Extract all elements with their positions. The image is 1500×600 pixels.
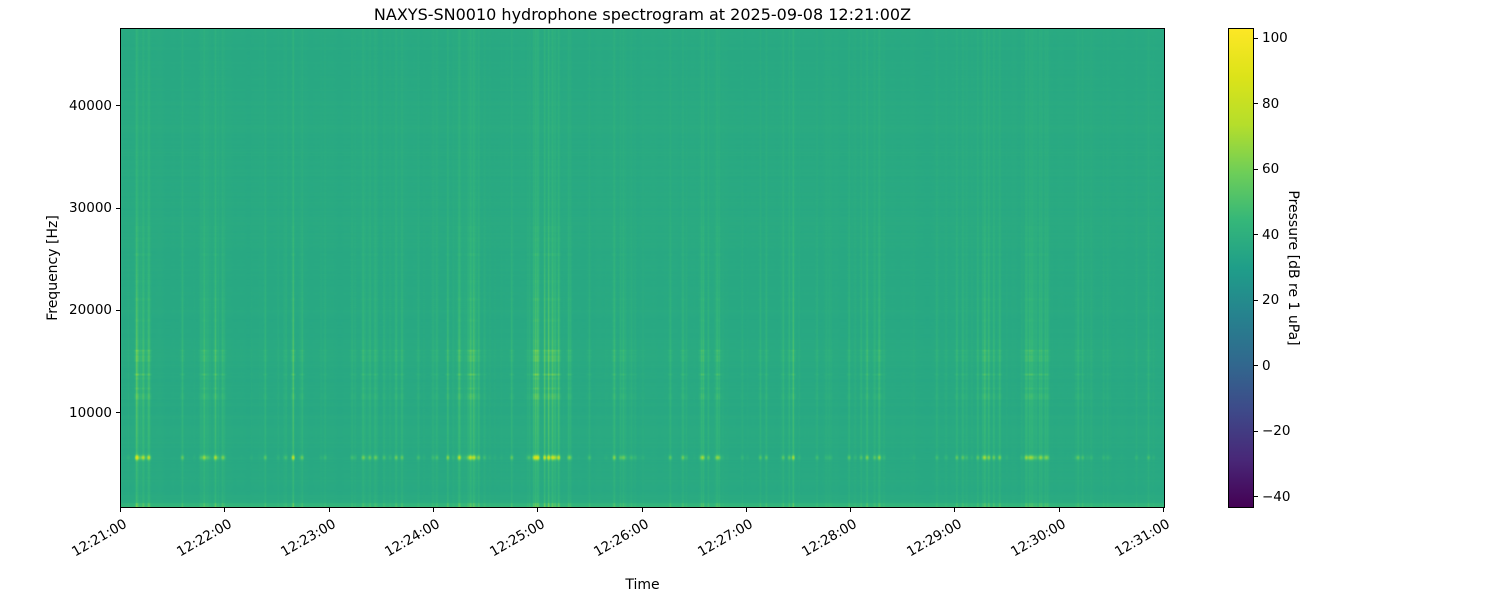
x-tick-mark bbox=[224, 508, 226, 512]
colorbar-tick-mark bbox=[1254, 430, 1258, 432]
x-tick-label-text: 12:31:00 bbox=[1112, 516, 1173, 561]
colorbar-tick-label: 40 bbox=[1262, 226, 1280, 243]
colorbar-tick-mark bbox=[1254, 365, 1258, 367]
y-tick-label: 40000 bbox=[69, 97, 112, 114]
x-tick-mark bbox=[120, 508, 121, 512]
colorbar-tick-mark bbox=[1254, 37, 1258, 39]
colorbar-tick-label: 100 bbox=[1262, 30, 1288, 47]
x-tick-mark bbox=[328, 508, 330, 512]
y-tick-label: 10000 bbox=[69, 404, 112, 421]
colorbar-tick-label: 0 bbox=[1262, 357, 1271, 374]
y-tick-mark bbox=[116, 105, 120, 107]
y-tick-mark bbox=[116, 412, 120, 414]
spectrogram-heatmap bbox=[121, 29, 1164, 507]
colorbar-label: Pressure [dB re 1 uPa] bbox=[1285, 190, 1301, 346]
colorbar-tick-mark bbox=[1254, 299, 1258, 301]
x-tick-mark bbox=[537, 508, 539, 512]
x-tick-mark bbox=[641, 508, 643, 512]
colorbar-tick-label: 80 bbox=[1262, 95, 1280, 112]
colorbar-tick-mark bbox=[1254, 234, 1258, 236]
colorbar-tick-label: −40 bbox=[1262, 488, 1291, 505]
colorbar-tick-mark bbox=[1254, 168, 1258, 170]
y-tick-label: 20000 bbox=[69, 302, 112, 319]
y-tick-mark bbox=[116, 309, 120, 311]
x-axis-label: Time bbox=[625, 577, 660, 593]
x-tick-mark bbox=[745, 508, 747, 512]
plot-area bbox=[120, 28, 1165, 508]
x-tick-label: 12:31:00 bbox=[965, 513, 1173, 560]
x-tick-mark bbox=[954, 508, 956, 512]
y-tick-mark bbox=[116, 207, 120, 209]
x-tick-mark bbox=[1058, 508, 1060, 512]
x-tick-mark bbox=[850, 508, 852, 512]
y-tick-label: 30000 bbox=[69, 200, 112, 217]
x-tick-mark bbox=[432, 508, 434, 512]
colorbar-gradient bbox=[1228, 28, 1254, 508]
colorbar-tick-mark bbox=[1254, 103, 1258, 105]
colorbar-tick-label: −20 bbox=[1262, 423, 1291, 440]
chart-title: NAXYS-SN0010 hydrophone spectrogram at 2… bbox=[373, 5, 912, 24]
colorbar-tick-label: 60 bbox=[1262, 161, 1280, 178]
colorbar-tick-label: 20 bbox=[1262, 292, 1280, 309]
x-tick-mark bbox=[1163, 508, 1164, 512]
colorbar-tick-mark bbox=[1254, 496, 1258, 498]
